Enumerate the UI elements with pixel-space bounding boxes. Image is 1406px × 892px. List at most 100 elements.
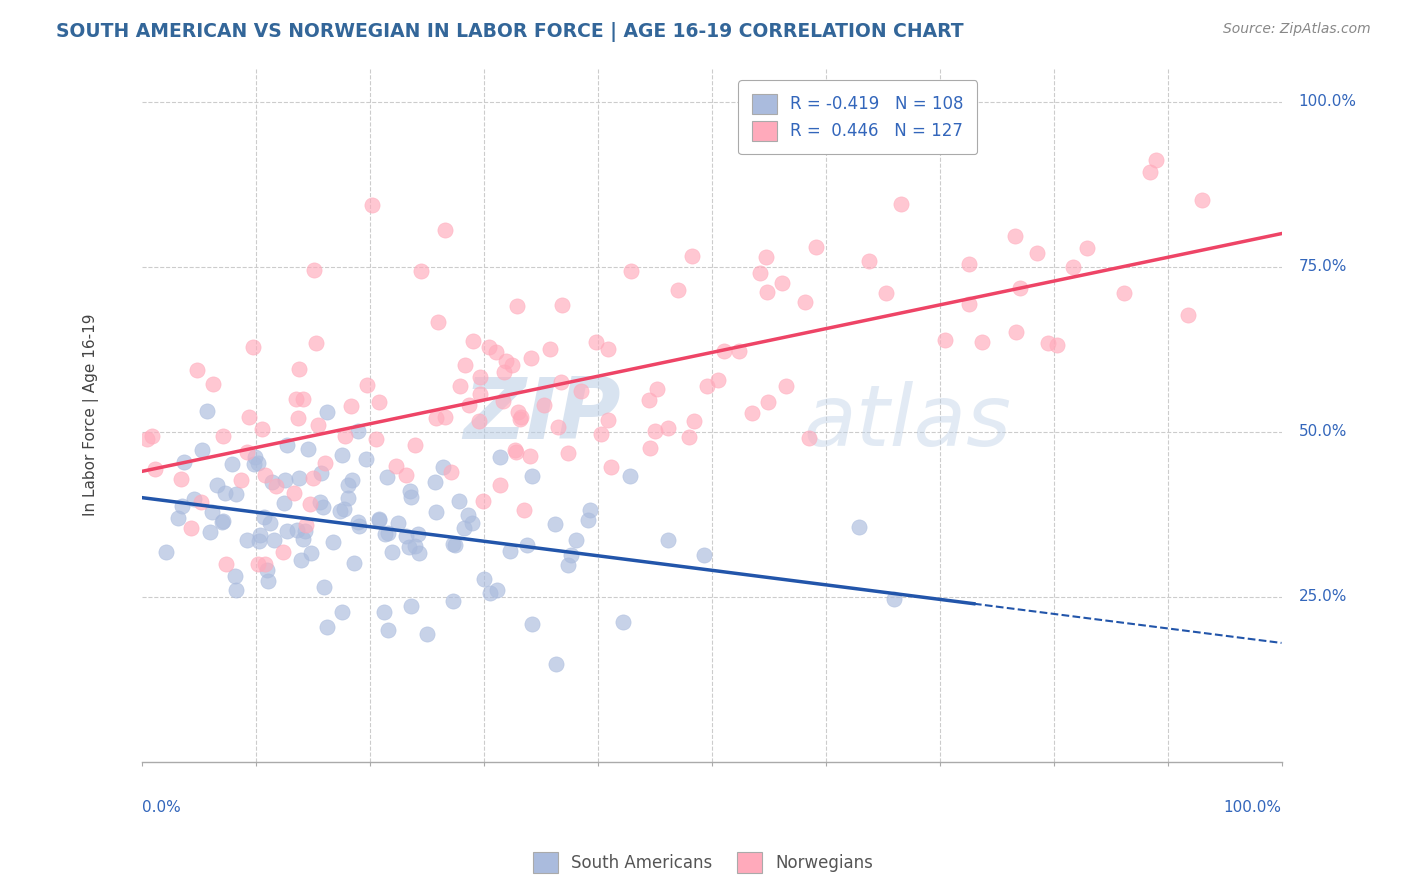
Point (394, 468, 416, 483)
Point (1004, 229, 1026, 244)
Point (170, 472, 193, 486)
Point (135, 432, 157, 446)
Point (501, 358, 523, 372)
Point (254, 557, 277, 571)
Point (406, 526, 429, 541)
Point (557, 558, 579, 572)
Point (373, 605, 395, 619)
Point (399, 484, 422, 499)
Point (1045, 338, 1067, 352)
Point (505, 444, 527, 458)
Point (347, 424, 370, 438)
Point (200, 505, 222, 519)
Point (249, 528, 271, 542)
Point (560, 548, 582, 562)
Point (513, 503, 536, 517)
Text: 0.0%: 0.0% (142, 800, 181, 815)
Point (242, 458, 264, 472)
Point (257, 574, 280, 588)
Point (576, 513, 599, 527)
Point (229, 473, 252, 487)
Point (439, 466, 461, 480)
Point (264, 479, 287, 493)
Point (693, 549, 716, 563)
Point (741, 406, 763, 420)
Point (589, 427, 612, 442)
Point (585, 335, 607, 350)
Point (875, 286, 897, 301)
Point (215, 557, 238, 571)
Point (1191, 194, 1213, 208)
Point (316, 404, 339, 418)
Point (770, 276, 793, 290)
Point (600, 460, 623, 475)
Point (758, 395, 780, 409)
Point (492, 393, 515, 408)
Point (479, 586, 502, 600)
Point (748, 266, 770, 280)
Point (681, 249, 703, 263)
Point (544, 516, 567, 531)
Text: 25.0%: 25.0% (1299, 590, 1347, 604)
Point (238, 409, 260, 424)
Point (330, 605, 353, 619)
Point (236, 445, 259, 459)
Point (799, 432, 821, 446)
Point (441, 593, 464, 607)
Point (224, 569, 246, 583)
Text: ZIP: ZIP (463, 374, 621, 457)
Point (425, 411, 447, 425)
Point (458, 398, 481, 412)
Text: SOUTH AMERICAN VS NORWEGIAN IN LABOR FORCE | AGE 16-19 CORRELATION CHART: SOUTH AMERICAN VS NORWEGIAN IN LABOR FOR… (56, 22, 965, 42)
Point (578, 502, 600, 516)
Point (520, 351, 543, 365)
Point (322, 535, 344, 549)
Point (246, 456, 269, 470)
Point (367, 511, 389, 525)
Point (495, 354, 517, 368)
Point (297, 442, 319, 456)
Point (485, 582, 508, 597)
Legend: R = -0.419   N = 108, R =  0.446   N = 127: R = -0.419 N = 108, R = 0.446 N = 127 (738, 80, 977, 154)
Point (883, 592, 905, 607)
Point (1005, 325, 1028, 339)
Point (243, 450, 266, 464)
Point (287, 524, 309, 538)
Point (361, 198, 384, 212)
Point (337, 491, 360, 505)
Point (416, 627, 439, 641)
Point (640, 442, 662, 456)
Point (340, 399, 363, 413)
Point (288, 471, 311, 485)
Point (307, 417, 329, 432)
Point (404, 540, 426, 554)
Point (509, 410, 531, 425)
Point (468, 414, 491, 428)
Point (211, 516, 233, 530)
Point (242, 340, 264, 354)
Point (1139, 165, 1161, 179)
Text: 100.0%: 100.0% (1299, 94, 1357, 109)
Point (315, 620, 337, 634)
Point (520, 617, 543, 632)
Point (343, 556, 366, 570)
Point (333, 502, 356, 516)
Point (202, 377, 225, 392)
Point (503, 442, 526, 457)
Point (295, 518, 318, 533)
Point (1114, 285, 1136, 300)
Point (329, 504, 352, 518)
Point (235, 533, 257, 547)
Point (332, 448, 354, 462)
Point (509, 412, 531, 426)
Point (1036, 335, 1059, 350)
Text: In Labor Force | Age 16-19: In Labor Force | Age 16-19 (83, 314, 98, 516)
Point (957, 297, 980, 311)
Point (485, 345, 508, 359)
Point (596, 342, 619, 356)
Point (538, 342, 561, 356)
Point (612, 615, 634, 629)
Point (1144, 153, 1167, 167)
Point (170, 499, 193, 513)
Point (478, 340, 501, 354)
